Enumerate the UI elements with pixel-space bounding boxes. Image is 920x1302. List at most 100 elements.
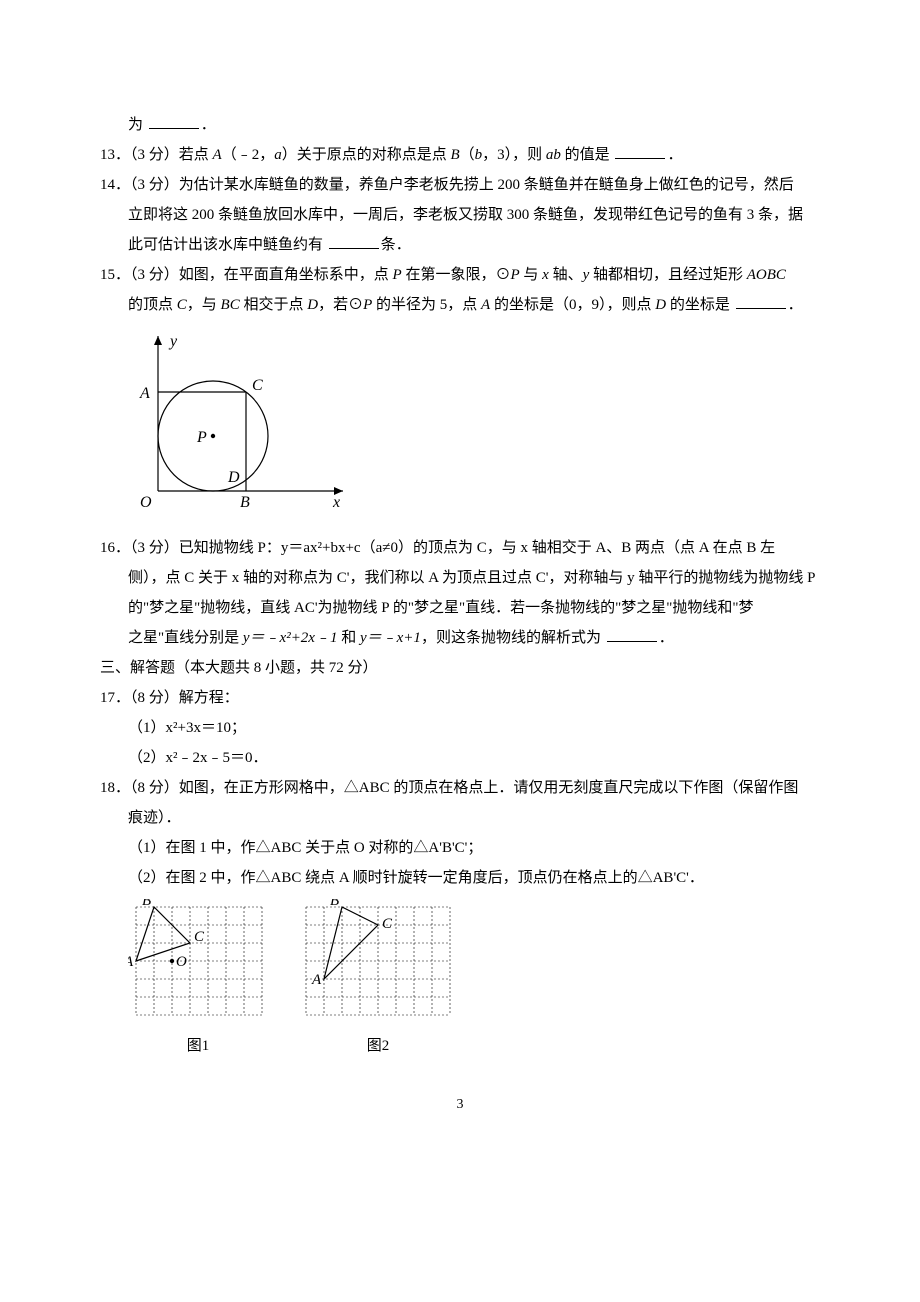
svg-text:O: O xyxy=(140,494,152,511)
q16-l2t: 侧），点 C 关于 x 轴的对称点为 C'，我们称以 A 为顶点且过点 C'，对… xyxy=(128,570,816,586)
svg-text:A: A xyxy=(311,972,322,988)
q15-P1: P xyxy=(393,267,402,283)
svg-text:B: B xyxy=(330,899,339,909)
page-number: 3 xyxy=(100,1091,820,1119)
coordinate-diagram: y A C P D O Bx xyxy=(128,326,358,516)
svg-text:C: C xyxy=(382,916,393,932)
q15-l1e: 轴都相切，且经过矩形 xyxy=(589,267,747,283)
q13-prefix: 13．（3 分）若点 xyxy=(100,147,213,163)
q14-l3: 此可估计出该水库中鲢鱼约有 条． xyxy=(100,230,820,260)
q17-p1t: （1）x²+3x＝10； xyxy=(128,720,246,736)
q13-A: A xyxy=(213,147,222,163)
q14-l3a: 此可估计出该水库中鲢鱼约有 xyxy=(128,237,323,253)
q16-l1: 16．（3 分）已知抛物线 P：y＝ax²+bx+c（a≠0）的顶点为 C，与 … xyxy=(100,533,820,563)
q16-l4a: 之星"直线分别是 xyxy=(128,630,243,646)
q13-p1: （﹣2， xyxy=(222,147,275,163)
q15-l2c: 相交于点 xyxy=(240,297,308,313)
q14-l2: 立即将这 200 条鲢鱼放回水库中，一周后，李老板又捞取 300 条鲢鱼，发现带… xyxy=(100,200,820,230)
q13-p2: ）关于原点的对称点是点 xyxy=(282,147,451,163)
q17-p2t: （2）x²﹣2x﹣5＝0． xyxy=(128,750,268,766)
q15-blank xyxy=(736,294,786,309)
q15-P2: P xyxy=(510,267,519,283)
q17-head: 17．（8 分）解方程： xyxy=(100,683,820,713)
q15-x1: x xyxy=(542,267,549,283)
q15-BC: BC xyxy=(221,297,240,313)
q18-l2: 痕迹）． xyxy=(100,803,820,833)
q16-l3: 的"梦之星"抛物线，直线 AC'为抛物线 P 的"梦之星"直线．若一条抛物线的"… xyxy=(100,593,820,623)
q18-figures: B C A O 图1 B C A 图2 xyxy=(128,899,820,1061)
q16-l3t: 的"梦之星"抛物线，直线 AC'为抛物线 P 的"梦之星"直线．若一条抛物线的"… xyxy=(128,600,753,616)
q12-tail: 为 ． xyxy=(100,110,820,140)
svg-text:C: C xyxy=(194,929,205,945)
fig1-caption: 图1 xyxy=(187,1031,210,1061)
q14-l2a: 立即将这 200 条鲢鱼放回水库中，一周后，李老板又捞取 300 条鲢鱼，发现带… xyxy=(128,207,803,223)
q12-text: 为 xyxy=(128,117,143,133)
grid-figure-2: B C A xyxy=(298,899,458,1029)
q18-fig2-block: B C A 图2 xyxy=(298,899,458,1061)
q15-P3: P xyxy=(363,297,372,313)
fig2-caption: 图2 xyxy=(367,1031,390,1061)
q18-l1: 18．（8 分）如图，在正方形网格中，△ABC 的顶点在格点上．请仅用无刻度直尺… xyxy=(100,773,820,803)
svg-text:A: A xyxy=(128,954,134,970)
svg-text:P: P xyxy=(196,429,207,446)
svg-text:x: x xyxy=(332,494,340,511)
q15-D2: D xyxy=(655,297,666,313)
q15-A1: A xyxy=(481,297,490,313)
q16-l1t: 16．（3 分）已知抛物线 P：y＝ax²+bx+c（a≠0）的顶点为 C，与 … xyxy=(100,540,775,556)
q16-period: ． xyxy=(659,630,674,646)
q15-C1: C xyxy=(177,297,187,313)
svg-text:B: B xyxy=(240,494,250,511)
q16-eq2: y＝﹣x+1 xyxy=(360,630,421,646)
q18-fig1-block: B C A O 图1 xyxy=(128,899,268,1061)
grid-figure-1: B C A O xyxy=(128,899,268,1029)
q15-l2: 的顶点 C，与 BC 相交于点 D，若⊙P 的半径为 5，点 A 的坐标是（0，… xyxy=(100,290,820,320)
svg-text:A: A xyxy=(139,385,150,402)
q15-l2f: 的坐标是（0，9），则点 xyxy=(490,297,655,313)
q15-l2e: 的半径为 5，点 xyxy=(372,297,481,313)
q13-blank xyxy=(615,144,665,159)
q17-p1: （1）x²+3x＝10； xyxy=(100,713,820,743)
q15-l1c: 与 xyxy=(520,267,543,283)
q14-blank xyxy=(329,234,379,249)
q18-p2: （2）在图 2 中，作△ABC 绕点 A 顺时针旋转一定角度后，顶点仍在格点上的… xyxy=(100,863,820,893)
q15-period: ． xyxy=(788,297,803,313)
q15-l2d: ，若⊙ xyxy=(318,297,363,313)
q15-figure: y A C P D O Bx xyxy=(128,326,820,527)
q12-period: ． xyxy=(201,117,216,133)
q15-l2b: ，与 xyxy=(187,297,221,313)
svg-text:C: C xyxy=(252,377,263,394)
svg-text:O: O xyxy=(176,954,187,970)
q16-blank xyxy=(607,627,657,642)
q16-l2: 侧），点 C 关于 x 轴的对称点为 C'，我们称以 A 为顶点且过点 C'，对… xyxy=(100,563,820,593)
q13-p3: （ xyxy=(460,147,475,163)
q15-l1b: 在第一象限，⊙ xyxy=(402,267,511,283)
q14-l1a: 14．（3 分）为估计某水库鲢鱼的数量，养鱼户李老板先捞上 200 条鲢鱼并在鲢… xyxy=(100,177,794,193)
q15-AOBC: AOBC xyxy=(747,267,786,283)
q13-ab: ab xyxy=(546,147,561,163)
q17-p2: （2）x²﹣2x﹣5＝0． xyxy=(100,743,820,773)
q15-l2a: 的顶点 xyxy=(128,297,177,313)
q13-period: ． xyxy=(667,147,682,163)
section-3-title: 三、解答题（本大题共 8 小题，共 72 分） xyxy=(100,653,820,683)
q14-l3b: 条． xyxy=(381,237,411,253)
q13-B: B xyxy=(450,147,459,163)
q16-l4c: ，则这条抛物线的解析式为 xyxy=(421,630,601,646)
svg-text:B: B xyxy=(142,899,151,909)
q15-l1d: 轴、 xyxy=(549,267,583,283)
q15-l1: 15．（3 分）如图，在平面直角坐标系中，点 P 在第一象限，⊙P 与 x 轴、… xyxy=(100,260,820,290)
q15-l1a: 15．（3 分）如图，在平面直角坐标系中，点 xyxy=(100,267,393,283)
svg-text:y: y xyxy=(168,333,178,350)
q14-l1: 14．（3 分）为估计某水库鲢鱼的数量，养鱼户李老板先捞上 200 条鲢鱼并在鲢… xyxy=(100,170,820,200)
q13-p5: 的值是 xyxy=(561,147,610,163)
svg-text:D: D xyxy=(227,469,240,486)
q13-a: a xyxy=(274,147,282,163)
q15-l2g: 的坐标是 xyxy=(666,297,730,313)
q13: 13．（3 分）若点 A（﹣2，a）关于原点的对称点是点 B（b，3），则 ab… xyxy=(100,140,820,170)
q13-p4: ，3），则 xyxy=(482,147,546,163)
q15-D1: D xyxy=(307,297,318,313)
q16-eq1: y＝﹣x²+2x﹣1 xyxy=(243,630,338,646)
q16-l4: 之星"直线分别是 y＝﹣x²+2x﹣1 和 y＝﹣x+1，则这条抛物线的解析式为… xyxy=(100,623,820,653)
q12-blank xyxy=(149,114,199,129)
q16-l4b: 和 xyxy=(337,630,360,646)
q18-p1: （1）在图 1 中，作△ABC 关于点 O 对称的△A'B'C'； xyxy=(100,833,820,863)
